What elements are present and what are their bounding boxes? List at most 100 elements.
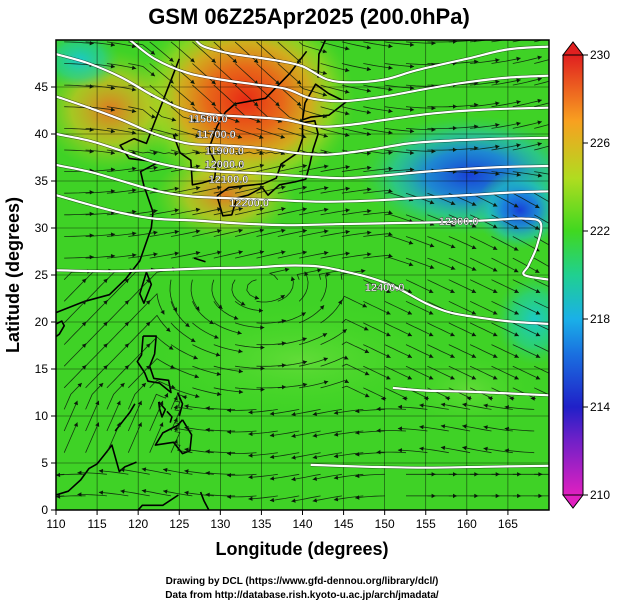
streamline-arrowhead — [323, 357, 328, 362]
streamline-arrowhead — [407, 289, 412, 293]
colorbar-top-arrow — [561, 41, 585, 56]
streamline — [298, 106, 328, 118]
streamline — [63, 422, 78, 453]
streamline-arrowhead — [195, 207, 201, 212]
streamline — [149, 392, 169, 410]
streamline-arrowhead — [492, 224, 498, 229]
streamline-arrowhead — [367, 209, 372, 214]
streamline — [427, 236, 456, 249]
streamline — [277, 63, 302, 85]
streamline-arrowhead — [514, 375, 519, 380]
streamline — [419, 404, 449, 410]
streamline-arrowhead — [492, 375, 498, 380]
streamline-arrowhead — [56, 472, 61, 478]
x-tick-label: 115 — [88, 517, 107, 531]
streamline — [299, 128, 329, 138]
streamline — [192, 229, 222, 237]
streamline-arrowhead — [322, 92, 327, 97]
streamline-arrowhead — [552, 397, 556, 401]
streamline — [469, 257, 498, 272]
streamline — [320, 128, 350, 137]
streamline-arrowhead — [323, 133, 328, 138]
streamline — [363, 84, 393, 91]
streamline-arrowhead — [312, 411, 318, 416]
streamline-arrowhead — [291, 476, 296, 482]
streamline — [149, 358, 175, 369]
streamline — [149, 84, 174, 106]
streamline — [149, 230, 179, 237]
streamline — [363, 168, 393, 172]
contour-layer — [56, 40, 549, 470]
streamline — [448, 147, 479, 151]
streamline-arrowhead — [89, 233, 94, 238]
streamline-arrowhead — [164, 393, 169, 398]
streamline — [170, 251, 201, 259]
streamline-arrowhead — [410, 129, 415, 134]
height-contour — [56, 95, 549, 156]
streamline-arrowhead — [190, 101, 195, 106]
streamline-arrowhead — [333, 475, 339, 480]
streamline-arrowhead — [388, 231, 393, 237]
streamline — [128, 343, 151, 367]
streamline-arrowhead — [195, 229, 201, 234]
streamline-arrowhead — [514, 332, 519, 337]
streamline-arrowhead — [319, 305, 325, 310]
streamline-arrowhead — [150, 72, 155, 77]
streamline-arrowhead — [269, 411, 275, 416]
streamline-arrowhead — [173, 439, 178, 444]
streamline — [299, 305, 325, 324]
streamline-arrowhead — [471, 266, 477, 271]
streamline — [320, 41, 350, 50]
streamline — [341, 231, 372, 237]
streamline — [85, 364, 108, 389]
streamline — [149, 128, 179, 137]
streamline-arrowhead — [302, 164, 307, 169]
streamline-arrowhead — [366, 66, 371, 72]
streamline — [312, 495, 342, 502]
streamline — [149, 41, 174, 63]
y-tick-label: 0 — [41, 503, 48, 517]
streamline-arrowhead — [253, 101, 259, 107]
streamline — [277, 41, 302, 64]
streamline-arrowhead — [248, 474, 253, 480]
streamline-arrowhead — [559, 141, 564, 145]
streamline — [384, 41, 415, 46]
streamline-arrowhead — [302, 382, 308, 387]
streamline-arrowhead — [514, 289, 519, 293]
height-contour — [56, 53, 549, 128]
streamline-arrowhead — [302, 360, 308, 365]
x-tick-label: 110 — [46, 517, 65, 531]
streamline-arrowhead — [248, 496, 253, 501]
streamline — [85, 149, 116, 154]
streamline — [256, 128, 286, 139]
streamline — [491, 192, 519, 208]
streamline — [106, 382, 125, 410]
streamline — [256, 251, 286, 259]
streamline-arrowhead — [388, 130, 393, 135]
streamline-arrowhead — [132, 231, 137, 236]
streamline — [440, 446, 471, 454]
streamline-arrowhead — [450, 244, 456, 249]
streamline-arrowhead — [153, 165, 158, 171]
streamline — [170, 404, 181, 432]
streamline-arrowhead — [151, 114, 156, 119]
streamline-arrowhead — [77, 470, 82, 475]
streamline — [384, 257, 414, 266]
streamline — [256, 149, 286, 155]
streamline-arrowhead — [89, 211, 94, 217]
streamline-arrowhead — [205, 471, 210, 476]
contour-label: 12000.0 — [205, 159, 245, 171]
streamline — [384, 128, 415, 132]
streamline — [448, 257, 477, 271]
streamline-arrowhead — [516, 100, 521, 105]
streamline — [320, 273, 331, 302]
streamline — [64, 213, 94, 216]
streamline — [341, 41, 372, 49]
streamline-arrowhead — [325, 272, 331, 277]
streamline — [149, 292, 165, 315]
x-tick-label: 140 — [292, 517, 312, 531]
streamline-arrowhead — [95, 400, 100, 406]
streamline-arrowhead — [355, 408, 360, 414]
streamline-arrowhead — [559, 76, 564, 80]
streamline-arrowhead — [514, 353, 519, 358]
